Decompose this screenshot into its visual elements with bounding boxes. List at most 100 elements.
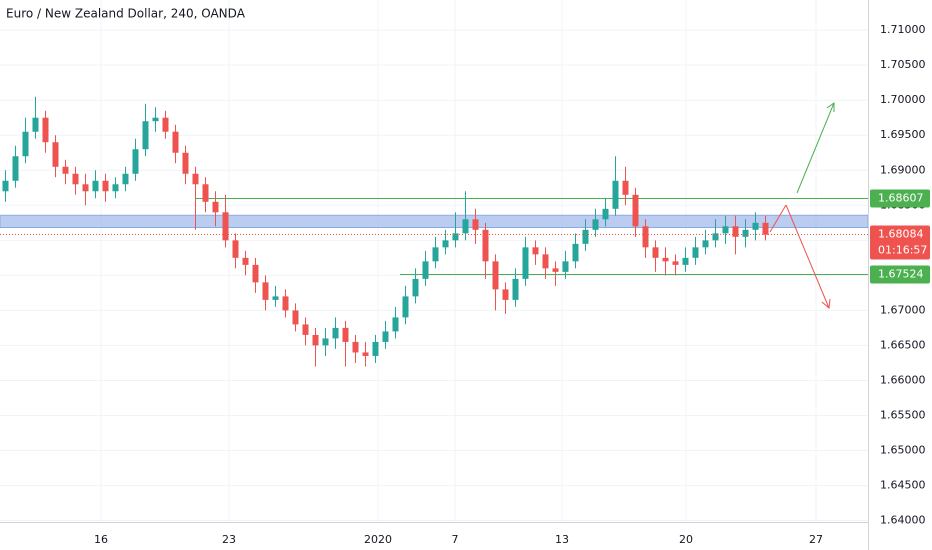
candle-body	[242, 257, 249, 265]
candle-body	[482, 229, 489, 262]
candle-body	[672, 261, 679, 265]
candle-body	[472, 219, 479, 230]
y-tick-label: 1.64500	[880, 479, 926, 492]
candle-body	[112, 184, 119, 192]
candle-body	[652, 247, 659, 258]
zone	[0, 214, 869, 229]
plot	[0, 96, 869, 367]
candle-body	[692, 247, 699, 258]
candle-body	[202, 184, 209, 202]
candle-body	[232, 240, 239, 258]
candle-body	[282, 296, 289, 311]
candle-body	[612, 180, 619, 209]
candle-body	[452, 233, 459, 241]
arrow-up	[796, 102, 835, 194]
candle-body	[142, 121, 149, 150]
last-price-label: 1.68084	[878, 228, 924, 241]
candle-body	[662, 257, 669, 262]
candle-body	[572, 243, 579, 262]
arrow-start	[769, 204, 787, 233]
candle-body	[332, 327, 339, 339]
candle-body	[532, 247, 539, 255]
candle-body	[762, 222, 769, 235]
candle-body	[42, 117, 49, 143]
candle-body	[732, 226, 739, 237]
candle-body	[322, 338, 329, 346]
candle-body	[412, 278, 419, 297]
candle-body	[702, 240, 709, 248]
candle-body	[502, 289, 509, 300]
candle-body	[302, 324, 309, 335]
candle-body	[62, 166, 69, 174]
candle-body	[622, 180, 629, 195]
y-tick-label: 1.70000	[880, 93, 926, 106]
candle-body	[362, 352, 369, 356]
x-tick-label: 13	[555, 533, 569, 546]
candle-body	[182, 152, 189, 174]
candle-body	[352, 341, 359, 353]
candle-body	[82, 184, 89, 192]
last-price-bg	[870, 225, 930, 260]
candle-body	[2, 180, 9, 192]
candle-body	[562, 261, 569, 272]
candle-body	[192, 173, 199, 185]
candle-body	[462, 219, 469, 234]
candle-body	[722, 226, 729, 234]
grid	[0, 0, 868, 522]
candle-body	[512, 278, 519, 300]
forecast-arrows	[769, 102, 835, 309]
candle-body	[312, 334, 319, 346]
x-tick-label: 20	[679, 533, 693, 546]
candle-body	[22, 131, 29, 157]
candle-body	[152, 117, 159, 122]
candle-body	[222, 212, 229, 241]
candle-body	[442, 240, 449, 248]
candle-body	[372, 341, 379, 356]
y-tick-label: 1.64000	[880, 514, 926, 527]
candle-body	[602, 208, 609, 220]
y-tick-label: 1.65000	[880, 444, 926, 457]
x-tick-label: 2020	[364, 533, 392, 546]
candle-body	[342, 327, 349, 342]
y-tick-label: 1.65500	[880, 408, 926, 421]
candle-body	[12, 156, 19, 181]
candle-body	[162, 117, 169, 132]
candle-body	[252, 264, 259, 283]
x-tick-label: 16	[94, 533, 108, 546]
candle-body	[742, 229, 749, 237]
x-tick-label: 27	[809, 533, 823, 546]
candle-body	[132, 149, 139, 174]
x-tick-label: 7	[452, 533, 459, 546]
candle-body	[52, 142, 59, 167]
candle-body	[712, 233, 719, 241]
candle-body	[122, 173, 129, 185]
y-tick-label: 1.69000	[880, 163, 926, 176]
candle-body	[382, 331, 389, 342]
candle-body	[292, 310, 299, 325]
candle-body	[642, 226, 649, 248]
candle-body	[392, 317, 399, 332]
y-tick-label: 1.69500	[880, 128, 926, 141]
candle-body	[582, 229, 589, 244]
candle-body	[92, 180, 99, 192]
candle-body	[552, 268, 559, 272]
candle-body	[752, 222, 759, 230]
candle-body	[102, 180, 109, 192]
countdown: 01:16:57	[878, 244, 927, 257]
level-label-bg	[870, 189, 930, 208]
candle-body	[422, 261, 429, 279]
candle-body	[542, 254, 549, 269]
candle-body	[212, 201, 219, 213]
level-label-bg	[870, 265, 930, 284]
y-tick-label: 1.70500	[880, 58, 926, 71]
y-tick-label: 1.71000	[880, 23, 926, 36]
candle-body	[32, 117, 39, 132]
candle-body	[682, 257, 689, 265]
level-label: 1.68607	[878, 192, 924, 205]
candle-body	[492, 261, 499, 290]
y-tick-label: 1.66500	[880, 338, 926, 351]
y-tick-label: 1.66000	[880, 373, 926, 386]
candle-body	[272, 296, 279, 300]
arrow-down	[785, 204, 831, 309]
